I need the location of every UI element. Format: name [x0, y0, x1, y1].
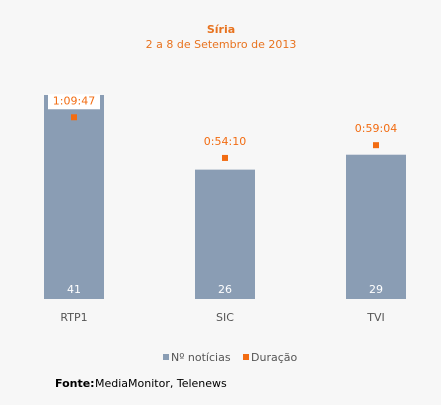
x-tick-label: SIC [216, 311, 234, 324]
chart-title: Síria [207, 23, 235, 36]
legend-label: Nº notícias [171, 351, 231, 364]
bar-value-label: 41 [67, 283, 81, 296]
bar-value-label: 26 [218, 283, 232, 296]
duration-label: 1:09:47 [53, 94, 95, 107]
chart-subtitle: 2 a 8 de Setembro de 2013 [146, 38, 297, 51]
x-tick-label: TVI [366, 311, 385, 324]
legend-swatch [243, 354, 249, 360]
bar [195, 169, 255, 299]
label-bg [48, 94, 100, 110]
bar-value-label: 29 [369, 283, 383, 296]
x-tick-label: RTP1 [60, 311, 87, 324]
bar [44, 95, 104, 299]
marker [373, 142, 379, 149]
marker [71, 114, 77, 121]
marker [222, 154, 228, 161]
source: MediaMonitor, Telenews [95, 377, 227, 390]
source-label: Fonte: [55, 377, 95, 390]
duration-label: 0:59:04 [355, 122, 397, 135]
legend-swatch [163, 354, 169, 360]
duration-label: 0:54:10 [204, 135, 246, 148]
legend-label: Duração [251, 351, 297, 364]
bar [346, 154, 406, 299]
